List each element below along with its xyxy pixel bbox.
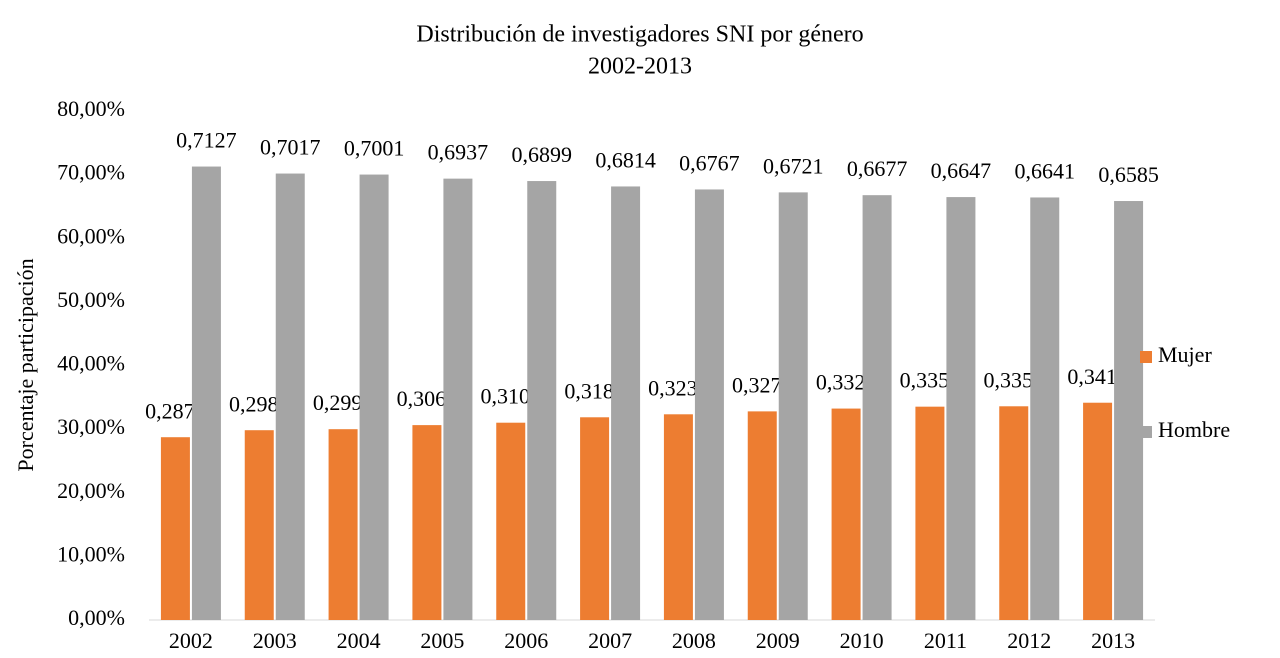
bar bbox=[999, 406, 1029, 620]
bar bbox=[275, 173, 305, 620]
y-tick-label: 40,00% bbox=[57, 351, 125, 376]
data-label: 0,6585 bbox=[1098, 162, 1159, 187]
x-tick-label: 2005 bbox=[420, 628, 464, 653]
bar bbox=[496, 422, 526, 620]
y-tick-label: 30,00% bbox=[57, 414, 125, 439]
data-label: 0,7001 bbox=[344, 136, 405, 161]
x-tick-label: 2004 bbox=[337, 628, 381, 653]
bar bbox=[160, 437, 190, 620]
chart-subtitle: 2002-2013 bbox=[588, 54, 692, 80]
data-label: 0,6767 bbox=[679, 150, 740, 175]
bar bbox=[443, 178, 473, 621]
y-tick-label: 20,00% bbox=[57, 478, 125, 503]
y-tick-label: 50,00% bbox=[57, 287, 125, 312]
data-label: 0,7017 bbox=[260, 135, 321, 160]
bar bbox=[663, 414, 693, 620]
legend-label: Hombre bbox=[1158, 417, 1230, 442]
bar bbox=[747, 411, 777, 620]
x-tick-label: 2013 bbox=[1091, 628, 1135, 653]
legend-swatch bbox=[1140, 426, 1152, 438]
bar bbox=[611, 186, 641, 621]
x-tick-label: 2002 bbox=[169, 628, 213, 653]
bar bbox=[831, 408, 861, 620]
data-label: 0,6937 bbox=[428, 140, 489, 165]
legend-label: Mujer bbox=[1158, 342, 1212, 367]
bar bbox=[359, 174, 389, 620]
bar bbox=[1030, 197, 1060, 620]
data-label: 0,6677 bbox=[847, 156, 908, 181]
x-tick-label: 2008 bbox=[672, 628, 716, 653]
legend-swatch bbox=[1140, 351, 1152, 363]
chart-title: Distribución de investigadores SNI por g… bbox=[416, 22, 863, 48]
bar bbox=[527, 181, 557, 620]
data-label: 0,6641 bbox=[1015, 159, 1076, 184]
y-tick-label: 70,00% bbox=[57, 160, 125, 185]
x-tick-label: 2009 bbox=[756, 628, 800, 653]
y-tick-label: 10,00% bbox=[57, 541, 125, 566]
data-label: 0,6814 bbox=[595, 148, 656, 173]
x-tick-label: 2006 bbox=[504, 628, 548, 653]
x-tick-label: 2003 bbox=[253, 628, 297, 653]
x-tick-label: 2010 bbox=[840, 628, 884, 653]
y-tick-label: 0,00% bbox=[68, 605, 125, 630]
y-axis-label: Porcentaje participación bbox=[13, 258, 38, 471]
bar bbox=[694, 189, 724, 620]
y-tick-label: 60,00% bbox=[57, 223, 125, 248]
bar bbox=[915, 406, 945, 620]
bar bbox=[1083, 402, 1113, 620]
data-label: 0,6721 bbox=[763, 153, 824, 178]
x-tick-label: 2007 bbox=[588, 628, 632, 653]
bar bbox=[946, 197, 976, 620]
bar bbox=[1114, 201, 1144, 621]
bar bbox=[244, 430, 274, 620]
bar bbox=[412, 425, 442, 620]
bar bbox=[580, 417, 610, 620]
data-label: 0,6647 bbox=[931, 158, 992, 183]
bar bbox=[862, 195, 892, 620]
x-tick-label: 2011 bbox=[924, 628, 967, 653]
y-tick-label: 80,00% bbox=[57, 96, 125, 121]
bar bbox=[328, 429, 358, 620]
data-label: 0,7127 bbox=[176, 128, 237, 153]
data-label: 0,6899 bbox=[512, 142, 573, 167]
bar bbox=[778, 192, 808, 620]
x-tick-label: 2012 bbox=[1007, 628, 1051, 653]
bar bbox=[191, 166, 221, 621]
